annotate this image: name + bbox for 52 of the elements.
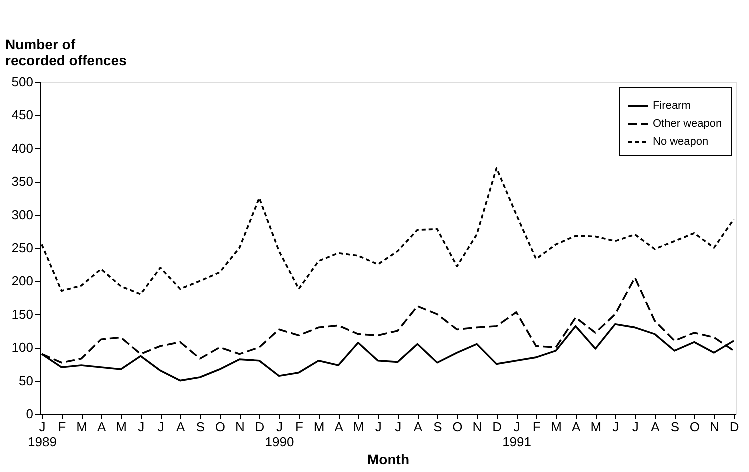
- x-tick-label: J 1990: [265, 420, 294, 450]
- y-tick-label: 350: [12, 174, 34, 190]
- x-tick-label: J 1991: [502, 420, 532, 450]
- x-tick-label: A: [572, 420, 582, 434]
- legend-label: No weapon: [653, 136, 709, 148]
- x-tick-label: O: [452, 420, 463, 434]
- x-tick-label: M: [590, 420, 602, 434]
- y-tick-label: 450: [12, 108, 34, 123]
- x-tick-label: N: [710, 420, 720, 434]
- x-tick-label: A: [97, 420, 106, 434]
- x-tick-label: J: [395, 420, 402, 434]
- y-axis-title: Number of recorded offences: [6, 36, 128, 68]
- x-tick-label: F: [58, 420, 66, 434]
- x-axis-title: Month: [368, 452, 410, 468]
- x-tick-label: J: [158, 420, 164, 434]
- x-tick-label: J: [612, 420, 620, 434]
- y-tick-label: 200: [12, 274, 34, 289]
- x-tick-label: A: [414, 420, 423, 434]
- y-tick-label: 300: [12, 207, 34, 222]
- x-tick-label: M: [76, 420, 88, 434]
- y-tick-label: 150: [12, 306, 34, 322]
- x-tick-label: S: [434, 420, 443, 434]
- legend-label: Other weapon: [653, 118, 722, 130]
- x-tick-label: M: [551, 420, 562, 434]
- x-tick-label: J: [375, 420, 382, 434]
- y-tick-label: 500: [12, 74, 34, 90]
- x-tick-label: D: [255, 420, 265, 434]
- x-tick-label: S: [196, 420, 206, 434]
- x-tick-label: A: [651, 420, 660, 434]
- x-tick-label: M: [314, 420, 325, 434]
- x-tick-label: M: [116, 420, 127, 434]
- legend-label: Firearm: [653, 100, 691, 112]
- x-tick-label: D: [730, 420, 740, 434]
- x-tick-label: M: [353, 420, 364, 434]
- y-tick-label: 250: [12, 240, 34, 256]
- x-tick-label: A: [334, 420, 344, 434]
- x-tick-label: N: [236, 420, 245, 434]
- x-tick-label: D: [492, 420, 502, 434]
- y-tick-label: 400: [12, 140, 34, 156]
- x-tick-label: O: [690, 420, 700, 434]
- x-tick-label: S: [670, 420, 680, 434]
- x-tick-label: A: [176, 420, 186, 434]
- y-tick-label: 50: [19, 373, 34, 388]
- x-tick-label: F: [532, 420, 541, 434]
- x-tick-label: N: [472, 420, 482, 434]
- x-tick-label: J: [632, 420, 639, 434]
- y-tick-label: 100: [12, 340, 34, 356]
- x-tick-label: F: [296, 420, 304, 434]
- x-tick-label: J 1989: [28, 420, 57, 450]
- y-tick-label: 0: [26, 406, 34, 422]
- x-tick-label: J: [138, 420, 145, 434]
- x-tick-label: O: [215, 420, 226, 434]
